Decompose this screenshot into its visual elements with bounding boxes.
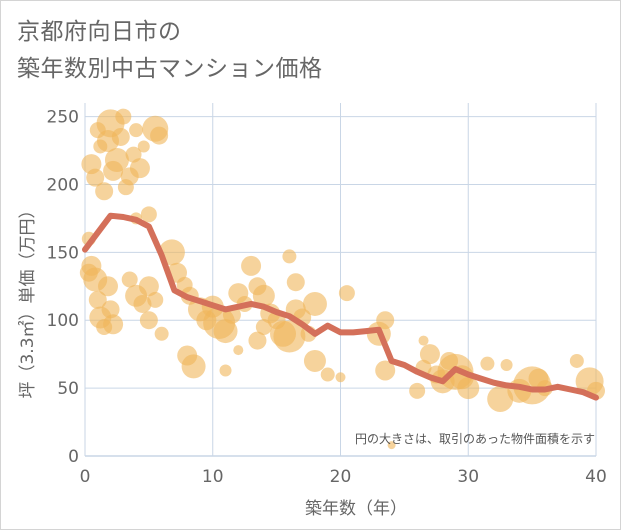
bubble-point	[569, 353, 584, 368]
grid-lines	[84, 103, 597, 457]
bubble-point	[111, 127, 130, 146]
bubble-point	[302, 291, 327, 316]
bubble-point	[86, 168, 105, 187]
bubble-point	[457, 377, 480, 400]
size-note: 円の大きさは、取引のあった物件面積を示す	[355, 431, 595, 446]
x-axis-label: 築年数（年）	[305, 499, 407, 519]
bubble-point	[418, 335, 429, 346]
bubble-point	[104, 148, 129, 173]
bubble-point	[419, 344, 440, 365]
bubbles-layer	[79, 108, 605, 450]
bubble-point	[409, 382, 426, 399]
bubble-point	[129, 123, 144, 138]
bubble-point	[273, 320, 306, 353]
bubble-point	[115, 108, 132, 125]
bubble-point	[320, 367, 335, 382]
bubble-point	[248, 331, 267, 350]
bubble-point	[101, 300, 120, 319]
bubble-point	[282, 249, 297, 264]
bubble-point	[133, 294, 152, 313]
y-tick-label: 100	[47, 311, 79, 331]
bubble-point	[500, 359, 513, 372]
bubble-point	[79, 263, 98, 282]
x-tick-label: 40	[585, 467, 607, 487]
bubble-point	[213, 319, 238, 344]
x-tick-label: 10	[202, 467, 224, 487]
bubble-point	[255, 319, 272, 336]
bubble-point	[487, 385, 514, 412]
bubble-point	[338, 285, 355, 302]
bubble-point	[154, 326, 169, 341]
bubble-point	[387, 441, 396, 450]
y-axis-label: 坪（3.3㎡）単価（万円）	[18, 201, 38, 398]
bubble-point	[480, 356, 495, 371]
bubble-point	[376, 311, 395, 330]
bubble-point	[95, 182, 114, 201]
y-tick-label: 0	[68, 447, 79, 467]
trend-line	[82, 212, 599, 401]
chart-title-line1: 京都府向日市の	[17, 19, 182, 45]
chart-title: 京都府向日市の 築年数別中古マンション価格	[17, 14, 323, 88]
chart-title-line2: 築年数別中古マンション価格	[17, 56, 323, 82]
y-tick-label: 250	[47, 108, 79, 128]
y-tick-label: 50	[57, 379, 79, 399]
bubble-point	[88, 290, 107, 309]
bubble-point	[139, 311, 158, 330]
x-tick-label: 30	[457, 467, 479, 487]
y-tick-labels: 0 50 100 150 200 250	[47, 108, 79, 467]
y-tick-label: 200	[47, 175, 79, 195]
bubble-point	[303, 349, 326, 372]
bubble-point	[335, 372, 346, 383]
bubble-point	[241, 255, 262, 276]
y-tick-label: 150	[47, 243, 79, 263]
bubble-point	[121, 271, 138, 288]
x-tick-label: 0	[80, 467, 91, 487]
bubble-point	[103, 314, 124, 335]
bubble-point	[150, 126, 169, 145]
bubble-point	[233, 345, 244, 356]
bubble-point	[140, 206, 157, 223]
x-tick-labels: 0 10 20 30 40	[80, 467, 607, 487]
bubble-point	[219, 364, 232, 377]
bubble-point	[286, 273, 305, 292]
bubble-point	[97, 276, 118, 297]
bubble-point	[129, 158, 150, 179]
bubble-point	[375, 360, 396, 381]
x-tick-label: 20	[330, 467, 352, 487]
bubble-point	[181, 354, 206, 379]
bubble-point	[137, 140, 150, 153]
bubble-point	[147, 291, 164, 308]
bubble-point	[252, 284, 275, 307]
bubble-point	[138, 276, 159, 297]
